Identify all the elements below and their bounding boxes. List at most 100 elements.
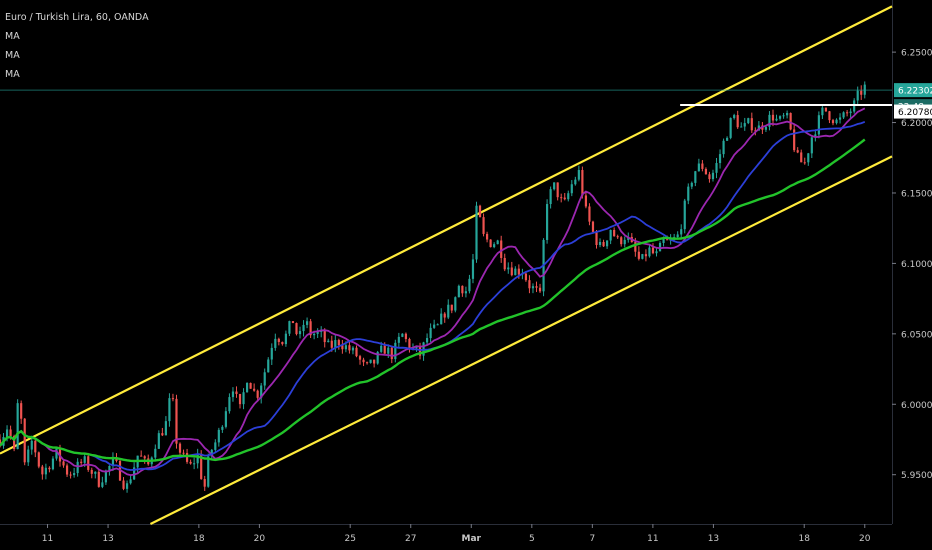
candle-up (436, 324, 439, 326)
candle-up (464, 291, 468, 294)
moving-averages (0, 107, 866, 477)
candle-up (157, 433, 160, 449)
candle-up (457, 285, 460, 298)
candle-down (140, 455, 143, 457)
indicator-ma-1[interactable]: MA (5, 31, 20, 42)
candle-up (108, 465, 111, 471)
grid (0, 0, 893, 525)
candle-down (588, 206, 591, 222)
candle-up (507, 267, 510, 270)
candle-up (475, 205, 478, 260)
candle-up (397, 336, 400, 343)
candle-down (90, 469, 93, 474)
channel-lines (0, 5, 893, 525)
candle-down (365, 362, 369, 364)
candle-down (796, 150, 799, 153)
candle-up (193, 463, 196, 465)
candle-down (736, 115, 739, 128)
x-tick-label: 20 (859, 534, 871, 544)
indicator-ma-2[interactable]: MA (5, 50, 20, 61)
candle-up (606, 240, 609, 247)
candle-up (531, 286, 535, 289)
candle-up (284, 333, 287, 345)
candle-down (143, 456, 146, 459)
candle-up (743, 123, 746, 127)
candle-up (733, 115, 736, 119)
candle-up (807, 153, 810, 163)
candle-up (655, 251, 658, 254)
chart-title[interactable]: Euro / Turkish Lira, 60, OANDA (5, 12, 149, 23)
candle-up (111, 457, 115, 466)
candle-down (750, 118, 753, 131)
x-tick-label: 7 (589, 534, 595, 544)
candle-up (680, 229, 683, 235)
candle-down (418, 347, 422, 356)
candle-down (256, 390, 259, 398)
candle-down (323, 330, 326, 343)
x-tick-label: 20 (254, 534, 266, 544)
candle-down (461, 285, 464, 294)
y-tick-label: 5.95000 (901, 471, 932, 481)
candle-down (383, 345, 386, 354)
candle-up (30, 440, 33, 450)
candle-down (581, 170, 584, 196)
candle-down (235, 391, 238, 394)
candle-down (355, 347, 358, 357)
candle-up (76, 461, 79, 474)
candle-down (178, 443, 182, 453)
candle-up (94, 471, 97, 474)
candle-down (651, 247, 655, 254)
candle-up (217, 429, 220, 443)
price-axis[interactable]: 6.25000 6.20000 6.15000 6.10000 6.05000 6.000… (892, 49, 932, 482)
candle-up (817, 115, 820, 135)
candle-down (860, 90, 863, 95)
candle-down (13, 436, 16, 450)
candle-up (690, 182, 693, 187)
candle-down (408, 338, 411, 350)
candle-down (535, 286, 538, 288)
candle-up (196, 453, 199, 464)
candle-up (125, 483, 129, 489)
candle-up (313, 333, 316, 336)
candle-down (789, 113, 792, 130)
candle-up (764, 126, 768, 130)
candle-up (305, 321, 309, 325)
candle-up (778, 116, 782, 119)
candle-down (34, 440, 37, 453)
candle-down (62, 461, 65, 466)
candle-up (711, 172, 715, 180)
candle-up (694, 171, 697, 183)
candle-up (729, 118, 732, 138)
candle-down (87, 456, 90, 470)
candle-up (263, 372, 266, 386)
candle-up (687, 186, 690, 201)
candle-up (471, 259, 475, 279)
candle-down (362, 359, 365, 363)
candle-down (171, 398, 175, 400)
candle-down (620, 237, 623, 245)
candle-up (270, 347, 273, 360)
candle-up (51, 458, 55, 470)
candle-up (838, 117, 842, 120)
candle-up (821, 107, 824, 116)
candle-down (337, 340, 340, 346)
x-tick-label: 13 (102, 534, 113, 544)
candle-up (55, 448, 58, 459)
candle-down (528, 280, 531, 289)
candle-up (662, 239, 665, 243)
time-axis[interactable]: 11 13 18 20 25 27 Mar 5 7 11 13 18 20 (42, 524, 871, 544)
candle-down (390, 347, 393, 360)
x-tick-label: 18 (798, 534, 810, 544)
candle-up (454, 297, 457, 311)
candle-down (69, 474, 72, 476)
indicator-ma-3[interactable]: MA (5, 69, 20, 80)
candle-down (348, 345, 351, 351)
candle-up (320, 330, 323, 332)
candle-down (175, 398, 178, 444)
candle-up (447, 304, 450, 318)
candle-up (242, 392, 245, 405)
candle-up (553, 182, 556, 190)
candle-up (214, 442, 217, 450)
candle-up (83, 456, 86, 463)
